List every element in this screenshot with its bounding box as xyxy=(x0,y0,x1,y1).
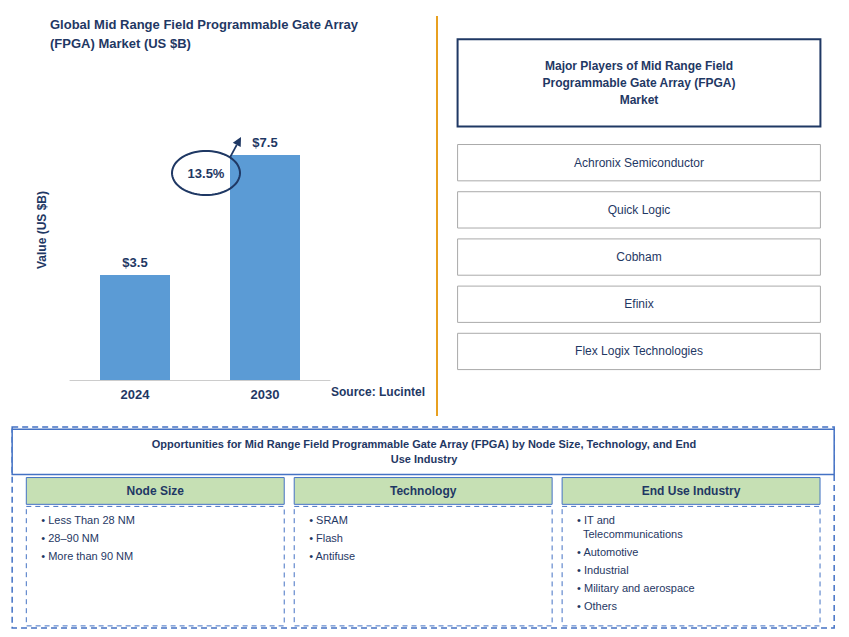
svg-text:• Flash: • Flash xyxy=(309,532,343,544)
svg-text:Opportunities for Mid Range Fi: Opportunities for Mid Range Field Progra… xyxy=(152,438,696,450)
svg-text:Cobham: Cobham xyxy=(616,250,661,264)
svg-text:• 28–90 NM: • 28–90 NM xyxy=(41,532,99,544)
svg-text:(FPGA) Market (US $B): (FPGA) Market (US $B) xyxy=(50,36,191,51)
svg-text:Market: Market xyxy=(620,93,659,107)
svg-text:• More than 90 NM: • More than 90 NM xyxy=(41,550,133,562)
svg-text:2024: 2024 xyxy=(121,387,151,402)
svg-text:• SRAM: • SRAM xyxy=(309,514,348,526)
svg-text:• Others: • Others xyxy=(577,600,617,612)
svg-text:Telecommunications: Telecommunications xyxy=(577,528,683,540)
svg-text:End Use Industry: End Use Industry xyxy=(642,484,741,498)
svg-text:Source: Lucintel: Source: Lucintel xyxy=(331,385,425,399)
svg-text:• IT and: • IT and xyxy=(577,514,615,526)
svg-text:Use Industry: Use Industry xyxy=(391,453,459,465)
svg-text:Value (US $B): Value (US $B) xyxy=(35,191,49,269)
svg-text:• Antifuse: • Antifuse xyxy=(309,550,355,562)
svg-text:13.5%: 13.5% xyxy=(188,166,225,181)
svg-text:Global Mid Range Field Program: Global Mid Range Field Programmable Gate… xyxy=(50,17,359,32)
svg-text:$7.5: $7.5 xyxy=(252,135,277,150)
svg-text:Node Size: Node Size xyxy=(127,484,185,498)
svg-text:Technology: Technology xyxy=(390,484,457,498)
svg-text:$3.5: $3.5 xyxy=(122,255,147,270)
svg-text:Achronix Semiconductor: Achronix Semiconductor xyxy=(574,156,704,170)
svg-text:Quick Logic: Quick Logic xyxy=(608,203,671,217)
svg-text:Programmable Gate Array (FPGA): Programmable Gate Array (FPGA) xyxy=(543,76,736,90)
svg-text:• Military and aerospace: • Military and aerospace xyxy=(577,582,695,594)
svg-text:Flex Logix Technologies: Flex Logix Technologies xyxy=(575,344,703,358)
svg-text:Efinix: Efinix xyxy=(624,297,653,311)
svg-text:• Less Than 28 NM: • Less Than 28 NM xyxy=(41,514,135,526)
svg-text:• Automotive: • Automotive xyxy=(577,546,638,558)
svg-text:Major Players of Mid Range Fie: Major Players of Mid Range Field xyxy=(545,59,733,73)
svg-text:• Industrial: • Industrial xyxy=(577,564,629,576)
svg-text:2030: 2030 xyxy=(251,387,280,402)
